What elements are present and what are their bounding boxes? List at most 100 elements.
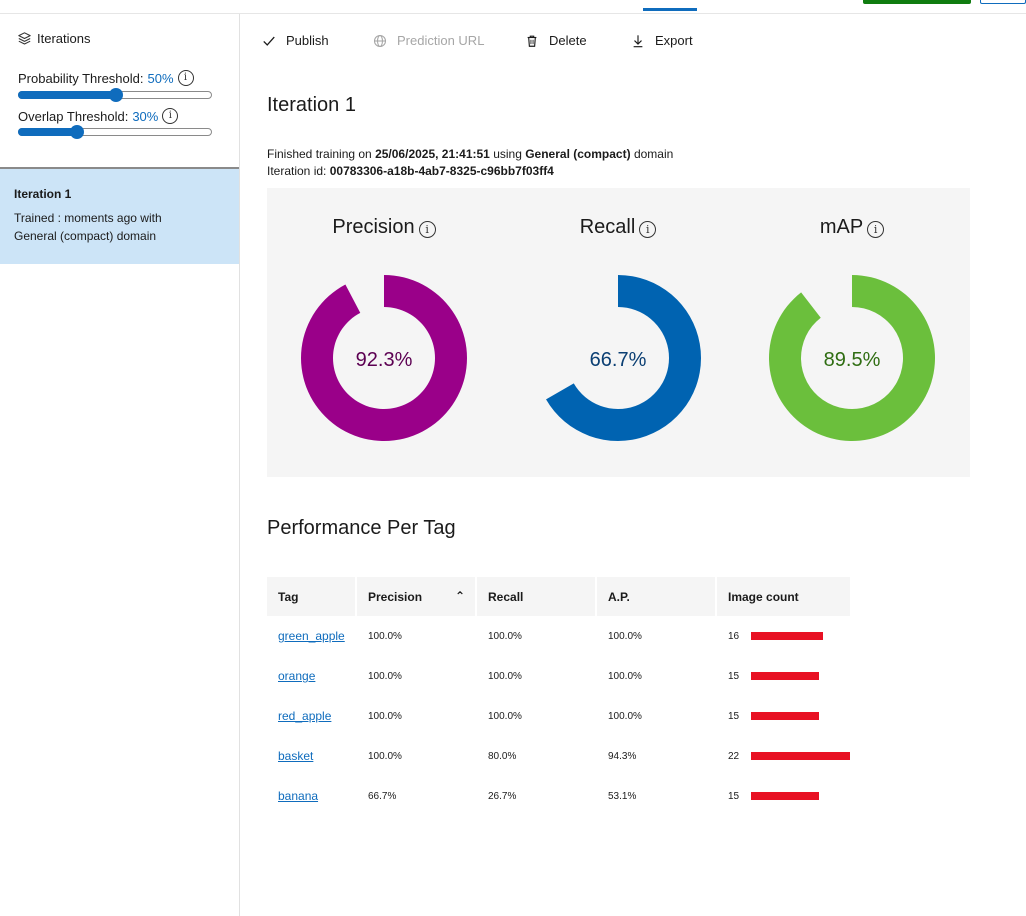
ap-cell: 94.3% [608,750,637,762]
ap-cell: 100.0% [608,630,642,642]
precision-cell: 100.0% [368,750,402,762]
ap-cell: 100.0% [608,710,642,722]
image-count-value: 22 [728,750,740,762]
ap-cell: 100.0% [608,670,642,682]
info-icon[interactable]: i [867,220,885,238]
training-date: 25/06/2025, 21:41:51 [375,147,490,161]
image-count-bar [751,792,820,800]
delete-button[interactable]: Delete [525,33,587,48]
globe-icon [373,34,387,47]
trash-icon [527,35,537,47]
export-label: Export [655,33,693,48]
probability-threshold-label: Probability Threshold: 50% i [18,70,194,86]
precision-metric: Precision i 92.3% [267,188,501,477]
precision-cell: 100.0% [368,710,402,722]
image-count-value: 15 [728,790,740,802]
column-header-image-count[interactable]: Image count [717,577,850,616]
info-icon[interactable]: i [639,220,657,238]
tag-cell: orange [267,656,355,696]
tag-cell: basket [267,736,355,776]
overlap-threshold-value: 30% [132,108,159,124]
finished-prefix: Finished training on [267,147,372,161]
precision-header-text: Precision [368,589,423,604]
iterations-header-label: Iterations [37,31,91,46]
overlap-threshold-slider[interactable] [18,125,212,139]
iteration-id-label: Iteration id: [267,164,327,178]
slider-thumb[interactable] [109,88,123,102]
tag-link[interactable]: green_apple [278,629,345,643]
iterations-header: Iterations [18,31,90,46]
performance-per-tag-title: Performance Per Tag [267,517,456,539]
recall-arc [546,275,701,441]
table-row: orange 100.0% 100.0% 100.0% 15 [267,656,867,696]
page-title: Iteration 1 [267,94,356,116]
image-count-bar [751,632,824,640]
iterations-sidebar: Iterations Probability Threshold: 50% i … [0,14,240,916]
iteration-meta: Finished training on 25/06/2025, 21:41:5… [267,146,673,180]
image-count-value: 15 [728,710,740,722]
recall-cell: 26.7% [488,790,517,802]
precision-cell: 100.0% [368,670,402,682]
precision-label: Precision i [267,216,501,239]
metrics-panel: Precision i 92.3% Recall i 66.7% mAP i 89.5… [267,188,970,477]
column-header-ap[interactable]: A.P. [597,577,715,616]
map-label-text: mAP [819,216,864,238]
tag-link[interactable]: basket [278,749,314,763]
tag-link[interactable]: orange [278,669,316,683]
recall-cell: 100.0% [488,670,522,682]
map-value: 89.5% [824,349,881,371]
quick-test-button[interactable] [980,0,1026,4]
table-row: green_apple 100.0% 100.0% 100.0% 16 [267,616,867,656]
tag-cell: banana [267,776,355,816]
map-label: mAP i [735,216,969,239]
tag-link[interactable]: banana [278,789,319,803]
top-header-strip [0,0,1026,14]
column-header-precision[interactable]: Precision ⌃ [357,577,475,616]
precision-label-text: Precision [332,216,415,238]
image-count-bar [751,712,820,720]
iteration-description: Trained : moments ago with General (comp… [14,211,162,243]
precision-arc [300,275,467,441]
tag-cell: green_apple [267,616,355,656]
tag-link[interactable]: red_apple [278,709,332,723]
column-header-recall[interactable]: Recall [477,577,595,616]
iteration-id-line: Iteration id: 00783306-a18b-4ab7-8325-c9… [267,163,673,180]
publish-label: Publish [286,33,329,48]
prediction-url-button[interactable]: Prediction URL [373,33,484,48]
tag-cell: red_apple [267,696,355,736]
info-icon[interactable]: i [177,70,194,86]
info-icon[interactable]: i [418,220,436,238]
recall-label: Recall i [501,216,735,239]
precision-cell: 66.7% [368,790,397,802]
map-donut: 89.5% [769,275,935,441]
column-header-tag[interactable]: Tag [267,577,355,616]
iteration-id: 00783306-a18b-4ab7-8325-c96bb7f03ff4 [329,164,554,178]
iteration-list-item[interactable]: Iteration 1 Trained : moments ago with G… [0,169,239,264]
image-count-cell: 15 [717,656,867,696]
image-count-cell: 15 [717,696,867,736]
probability-threshold-slider[interactable] [18,88,212,102]
training-info: Finished training on 25/06/2025, 21:41:5… [267,146,673,163]
sort-ascending-icon: ⌃ [454,589,465,603]
recall-cell: 80.0% [488,750,517,762]
image-count-cell: 15 [717,776,867,816]
image-count-cell: 16 [717,616,867,656]
sidebar-divider [0,167,239,169]
download-icon [633,34,643,47]
export-button[interactable]: Export [631,33,693,48]
recall-label-text: Recall [579,216,636,238]
probability-threshold-text: Probability Threshold: [18,70,144,86]
map-metric: mAP i 89.5% [735,188,969,477]
info-icon[interactable]: i [162,108,179,124]
table-body: green_apple 100.0% 100.0% 100.0% 16 orange 100… [267,616,867,816]
precision-cell: 100.0% [368,630,402,642]
publish-button[interactable]: Publish [262,33,329,48]
table-row: banana 66.7% 26.7% 53.1% 15 [267,776,867,816]
table-header: Tag Precision ⌃ Recall A.P. Image count [267,577,867,616]
image-count-value: 16 [728,630,740,642]
slider-thumb[interactable] [70,125,85,139]
active-tab-indicator[interactable] [643,8,697,11]
train-button[interactable] [863,0,971,4]
image-count-bar [751,672,820,680]
precision-donut: 92.3% [300,275,467,441]
